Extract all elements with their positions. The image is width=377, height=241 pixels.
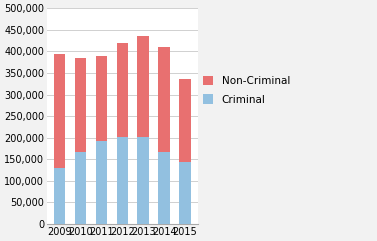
- Bar: [75, 152, 86, 224]
- Bar: [179, 79, 191, 162]
- Bar: [54, 168, 65, 224]
- Bar: [179, 162, 191, 224]
- Bar: [75, 58, 86, 152]
- Bar: [96, 56, 107, 141]
- Bar: [138, 36, 149, 137]
- Bar: [158, 47, 170, 152]
- Legend: Non-Criminal, Criminal: Non-Criminal, Criminal: [203, 76, 290, 105]
- Bar: [96, 141, 107, 224]
- Bar: [138, 137, 149, 224]
- Bar: [116, 137, 128, 224]
- Bar: [116, 43, 128, 137]
- Bar: [54, 54, 65, 168]
- Bar: [158, 152, 170, 224]
